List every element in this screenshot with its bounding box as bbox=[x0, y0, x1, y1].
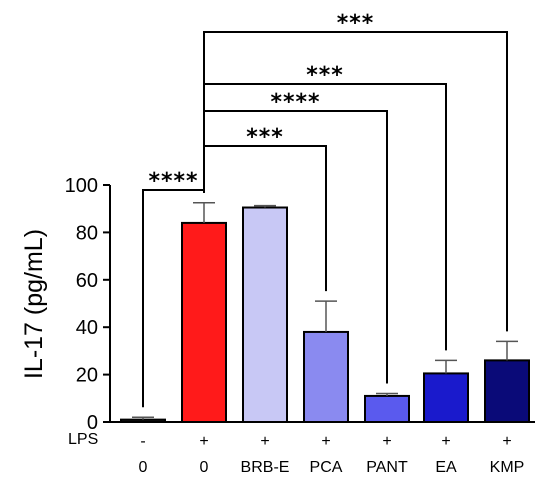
category-label: EA bbox=[435, 459, 457, 476]
significance-label: *** bbox=[246, 125, 284, 150]
bar bbox=[181, 221, 227, 423]
category-label: PCA bbox=[310, 459, 343, 476]
lps-sign: + bbox=[382, 433, 391, 450]
y-axis: 0 20 40 60 80 100 bbox=[65, 175, 535, 434]
significance-label: *** bbox=[306, 63, 344, 88]
bar bbox=[484, 359, 530, 424]
lps-row-label: LPS bbox=[68, 431, 98, 448]
lps-sign: + bbox=[502, 433, 511, 450]
y-axis-title: IL-17 (pg/mL) bbox=[20, 229, 48, 379]
bars bbox=[120, 202, 530, 424]
category-label: 0 bbox=[200, 459, 209, 476]
category-label: 0 bbox=[139, 459, 148, 476]
lps-sign: + bbox=[321, 433, 330, 450]
y-tick-label: 80 bbox=[76, 222, 98, 244]
y-tick-label: 40 bbox=[76, 317, 98, 339]
category-label: KMP bbox=[490, 459, 525, 476]
y-tick-label: 60 bbox=[76, 270, 98, 292]
significance-bracket bbox=[203, 31, 508, 332]
lps-sign: - bbox=[140, 433, 145, 450]
bar bbox=[423, 372, 469, 424]
significance-label: **** bbox=[270, 90, 320, 115]
x-labels: LPS - 0 +0 + BRB-E + PCA + PANT + EA + KMP bbox=[68, 431, 524, 476]
lps-sign: + bbox=[260, 433, 269, 450]
lps-sign: + bbox=[199, 433, 208, 450]
bar bbox=[364, 394, 410, 423]
y-tick-label: 20 bbox=[76, 365, 98, 387]
y-tick-label: 0 bbox=[87, 412, 98, 434]
y-tick-label: 100 bbox=[65, 175, 98, 197]
category-label: BRB-E bbox=[241, 459, 290, 476]
lps-sign: + bbox=[441, 433, 450, 450]
category-label: PANT bbox=[366, 459, 408, 476]
significance-label: *** bbox=[337, 11, 375, 36]
significance-label: **** bbox=[148, 169, 198, 194]
significance-brackets: ***************** bbox=[142, 11, 508, 408]
bar bbox=[242, 206, 288, 423]
significance-bracket bbox=[203, 110, 388, 384]
bar bbox=[303, 330, 349, 423]
